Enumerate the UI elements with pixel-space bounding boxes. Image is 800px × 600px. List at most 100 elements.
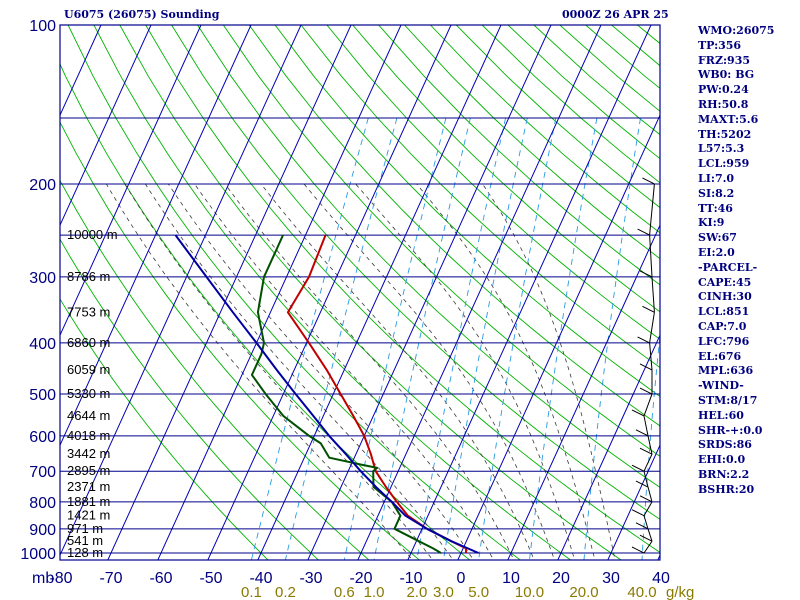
index-item: LCL:851 [698,305,750,319]
wind-barb-flag [639,363,653,371]
index-item: PW:0.24 [698,83,749,97]
wind-barb-staff [647,528,653,542]
index-item: LFC:796 [698,334,750,348]
height-label: 3442 m [67,446,110,461]
pressure-tick-label: 100 [29,18,56,35]
temperature-tick-label: -70 [99,570,122,587]
height-label: 541 m [67,533,103,548]
dry-adiabat-line [274,25,660,397]
index-item: LI:7.0 [698,171,735,185]
dry-adiabat-line [404,25,660,260]
isotherm-line [60,25,202,337]
index-item: WB0: BG [698,68,755,82]
index-item: SW:67 [698,231,737,245]
wind-barb-staff [647,486,653,502]
moist-adiabat-line [416,183,596,560]
index-item: L57:5.3 [698,142,745,156]
isotherms [0,25,660,564]
height-label: 5330 m [67,386,110,401]
plot-frame [59,24,661,561]
temperature-tick-label: 40 [652,570,670,587]
index-item: TH:5202 [698,127,752,141]
wind-barb-staff [643,415,649,436]
wind-barb-staff [651,276,655,313]
moist-adiabat-line [482,183,616,560]
dry-adiabat-line [300,25,660,369]
pressure-tick-label: 300 [29,270,56,287]
mixing-ratio-line [583,117,641,560]
dry-adiabat-line [60,298,269,560]
sounding-time: 0000Z 26 APR 25 [562,8,669,21]
index-item: BSHR:20 [698,482,755,496]
moist-adiabat-line [167,183,474,560]
index-item: EI:2.0 [698,245,735,259]
dewpoint-profile-line [250,234,442,554]
wind-barb-staff [643,540,653,554]
index-item: CAP:7.0 [698,319,747,333]
index-item: MPL:636 [698,364,754,378]
wind-barb-staff [643,515,649,529]
mixing-ratio-label: 5.0 [468,584,489,600]
temperature-tick-label: 0 [457,570,466,587]
dry-adiabat-line [326,25,660,340]
wind-barb-flag [631,546,645,554]
index-item: CINH:30 [698,290,752,304]
mixing-ratio-line [478,117,557,560]
height-label: 1881 m [67,494,110,509]
pressure-tick-label: 1000 [20,546,56,563]
temperature-tick-label: -50 [199,570,222,587]
isobars [60,25,660,554]
index-item: WMO:26075 [698,24,775,37]
isotherm-line [607,443,660,560]
index-item: LCL:959 [698,157,750,171]
mixing-ratio-lines [250,117,660,560]
isotherm-line [407,25,652,560]
wind-barb-flag [631,509,645,517]
mixing-ratio-label: 3.0 [433,584,454,600]
height-label: 7753 m [67,304,110,319]
parcel-profile-line [174,234,479,554]
dry-adiabat-line [60,179,370,560]
temperature-tick-label: -60 [149,570,172,587]
pressure-tick-label: 700 [29,464,56,481]
moist-adiabat-line [303,183,555,560]
dry-adiabat-line [352,25,660,313]
moist-adiabat-line [105,183,413,560]
index-item: SI:8.2 [698,186,735,200]
isotherm-line [0,25,51,564]
moist-adiabats [105,183,616,560]
isotherm-line [307,25,552,560]
temperature-tick-label: 20 [552,570,570,587]
height-label: 2895 m [67,463,110,478]
isotherm-line [0,25,1,564]
index-item: SHR-+:0.0 [698,423,763,437]
temperature-tick-label: 10 [502,570,520,587]
dry-adiabats [60,25,660,560]
index-item: BRN:2.2 [698,467,750,481]
index-item: EHI:0.0 [698,453,746,467]
mixing-ratio-line [641,330,660,560]
pressure-tick-label: 500 [29,387,56,404]
temperature-tick-label: -20 [349,570,372,587]
mixing-ratio-label: 1.0 [364,584,385,600]
dry-adiabat-line [248,25,660,427]
index-item: CAPE:45 [698,275,752,289]
mixing-ratio-unit-label: g/kg [666,584,694,600]
index-item: KI:9 [698,216,725,230]
pressure-tick-label: 400 [29,336,56,353]
index-item: HEL:60 [698,408,744,422]
height-label: 4018 m [67,428,110,443]
height-label: 10000 m [67,227,118,242]
index-item: STM:8/17 [698,393,758,407]
index-item: TP:356 [698,38,742,52]
isotherm-line [207,25,452,560]
wind-barb-staff [647,435,653,455]
isotherm-line [60,25,152,227]
wind-barb-staff [649,312,655,343]
moist-adiabat-line [260,183,535,560]
moist-adiabat-line [194,183,495,560]
mixing-ratio-label: 0.6 [334,584,355,600]
height-label: 4644 m [67,408,110,423]
pressure-tick-label: 900 [29,522,56,539]
index-item: MAXT:5.6 [698,112,759,126]
